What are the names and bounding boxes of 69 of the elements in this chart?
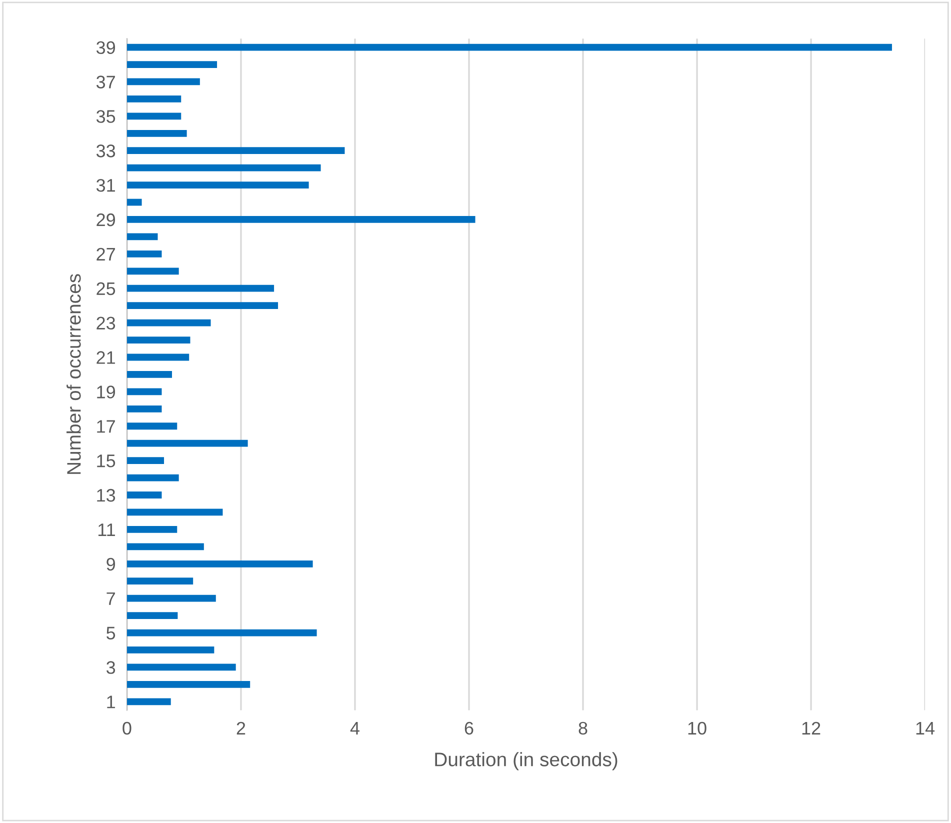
y-tick-label: 29 [96,213,115,226]
x-tick-label: 14 [916,722,935,734]
bar [126,96,182,102]
bar [126,250,162,258]
y-tick-label: 13 [97,488,116,502]
bar [126,508,223,516]
bar [126,319,211,326]
bar [126,388,162,396]
y-tick-label: 7 [106,592,115,605]
bar [126,354,190,361]
y-tick-label: 37 [96,76,115,88]
y-tick-label: 17 [97,420,115,433]
y-tick-label: 15 [97,454,116,468]
bar [126,612,178,619]
y-tick-label: 31 [96,178,115,192]
bar [126,164,321,172]
bar [126,44,892,51]
y-axis-title: Number of occurrences [66,274,81,474]
bar [126,371,172,378]
bar [126,147,345,154]
bar [126,646,214,654]
x-tick-label: 10 [688,722,706,735]
bar [126,61,218,68]
bar [126,182,309,188]
y-tick-label: 39 [96,41,115,54]
bar [126,422,178,430]
bar [126,560,313,568]
x-tick-label: 8 [578,722,588,735]
bar [126,594,216,602]
bar [126,130,187,137]
bar [126,543,204,550]
y-tick-label: 3 [106,661,116,674]
bar [126,112,182,120]
y-tick-label: 19 [97,386,115,398]
bar [126,233,158,240]
bar [126,680,250,688]
bar [126,492,162,498]
bar [126,698,171,706]
bar [126,268,179,275]
y-tick-label: 9 [106,558,115,571]
bar [126,474,179,482]
y-tick-label: 23 [96,316,116,330]
x-axis-title: Duration (in seconds) [435,752,618,770]
y-tick-label: 33 [96,144,116,158]
bar [126,664,236,671]
bar [126,198,142,206]
y-tick-label: 25 [96,282,116,296]
x-tick-label: 4 [350,722,360,734]
bar [126,284,274,292]
bar [126,457,164,464]
y-tick-label: 21 [96,351,115,364]
y-tick-label: 1 [107,696,115,708]
y-tick-label: 35 [96,110,116,123]
x-tick-label: 6 [464,722,474,735]
x-tick-label: 0 [122,722,132,735]
x-tick-label: 12 [802,722,820,734]
y-tick-label: 27 [96,248,115,260]
x-tick-label: 2 [236,722,246,734]
bar [126,526,178,533]
bar [126,440,248,447]
bar [126,629,317,636]
y-tick-label: 11 [98,524,115,536]
bar [126,302,278,310]
bar [126,216,476,223]
y-tick-label: 5 [106,626,116,640]
bar [126,578,194,585]
bar [126,78,200,86]
bar [126,336,190,344]
bar [126,405,162,412]
